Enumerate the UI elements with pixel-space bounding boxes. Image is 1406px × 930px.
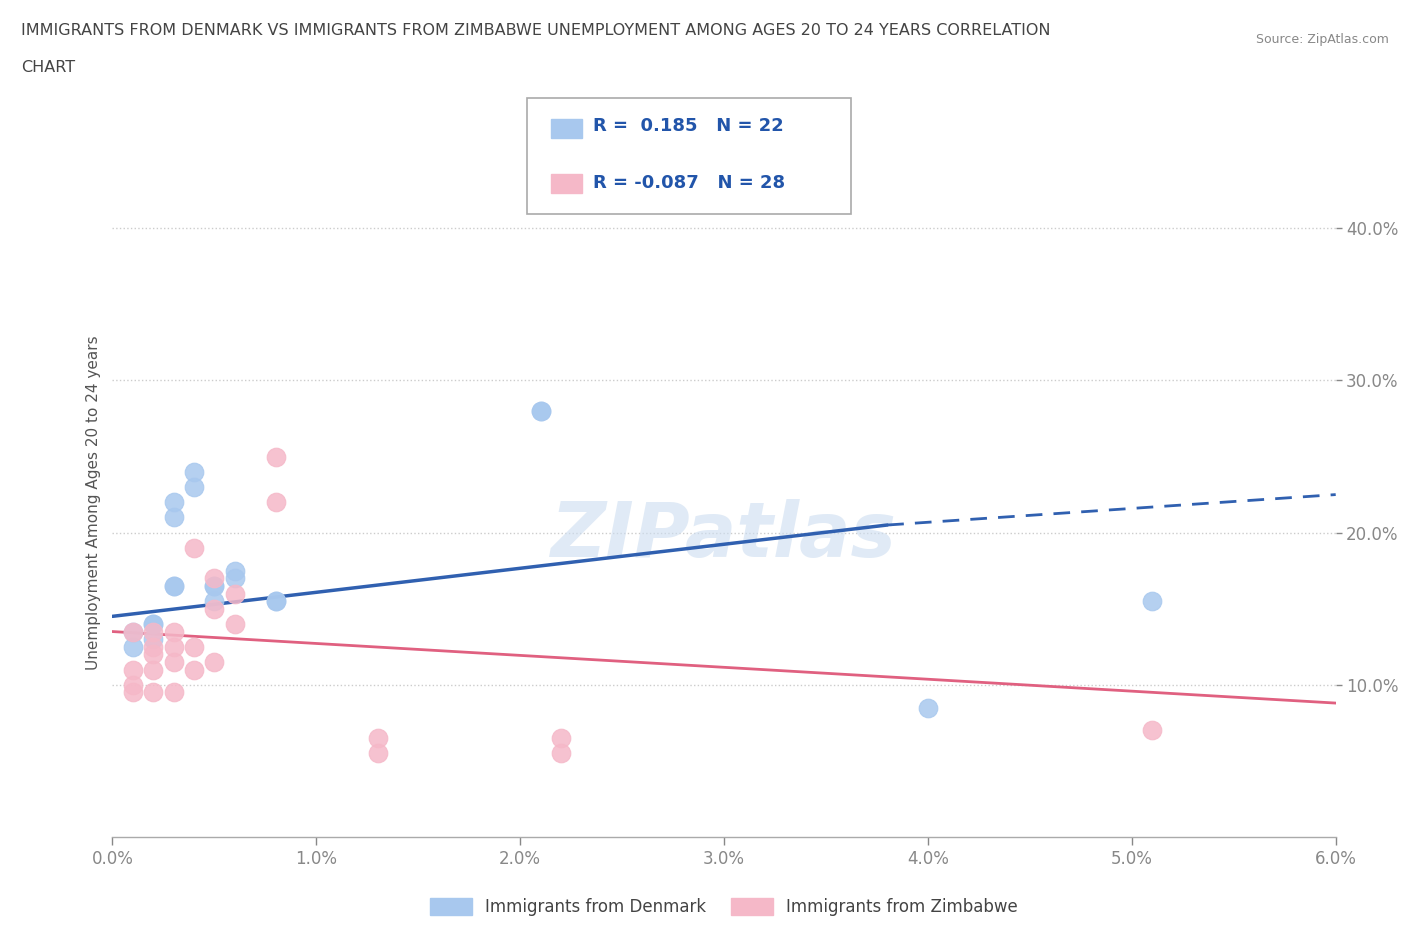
Point	[163, 578, 186, 593]
Point	[142, 631, 165, 646]
Point	[183, 540, 205, 555]
Point	[224, 571, 246, 586]
Point	[204, 655, 226, 670]
Point	[367, 746, 389, 761]
Point	[142, 647, 165, 662]
Text: IMMIGRANTS FROM DENMARK VS IMMIGRANTS FROM ZIMBABWE UNEMPLOYMENT AMONG AGES 20 T: IMMIGRANTS FROM DENMARK VS IMMIGRANTS FR…	[21, 23, 1050, 38]
Point	[142, 662, 165, 677]
Y-axis label: Unemployment Among Ages 20 to 24 years: Unemployment Among Ages 20 to 24 years	[86, 335, 101, 670]
Point	[367, 731, 389, 746]
Point	[163, 655, 186, 670]
Text: ZIPatlas: ZIPatlas	[551, 498, 897, 573]
Point	[224, 564, 246, 578]
Point	[264, 449, 287, 464]
Point	[183, 480, 205, 495]
Point	[122, 677, 145, 692]
Point	[142, 624, 165, 639]
Text: CHART: CHART	[21, 60, 75, 75]
Point	[163, 510, 186, 525]
Point	[163, 639, 186, 654]
Point	[204, 571, 226, 586]
Point	[224, 617, 246, 631]
Point	[264, 495, 287, 510]
Point	[224, 586, 246, 601]
Point	[530, 404, 553, 418]
Point	[163, 578, 186, 593]
Point	[142, 685, 165, 700]
Text: Source: ZipAtlas.com: Source: ZipAtlas.com	[1256, 33, 1389, 46]
Point	[183, 464, 205, 479]
Point	[122, 685, 145, 700]
Text: R =  0.185   N = 22: R = 0.185 N = 22	[593, 117, 785, 136]
Legend: Immigrants from Denmark, Immigrants from Zimbabwe: Immigrants from Denmark, Immigrants from…	[423, 891, 1025, 923]
Point	[142, 617, 165, 631]
Point	[204, 578, 226, 593]
Point	[163, 495, 186, 510]
Point	[122, 662, 145, 677]
Point	[122, 624, 145, 639]
Text: R = -0.087   N = 28: R = -0.087 N = 28	[593, 174, 786, 193]
Point	[204, 578, 226, 593]
Point	[530, 404, 553, 418]
Point	[122, 624, 145, 639]
Point	[122, 639, 145, 654]
Point	[163, 624, 186, 639]
Point	[264, 593, 287, 608]
Point	[264, 593, 287, 608]
Point	[183, 639, 205, 654]
Point	[1142, 723, 1164, 737]
Point	[1142, 593, 1164, 608]
Point	[142, 639, 165, 654]
Point	[550, 731, 572, 746]
Point	[204, 602, 226, 617]
Point	[550, 746, 572, 761]
Point	[183, 662, 205, 677]
Point	[917, 700, 939, 715]
Point	[142, 617, 165, 631]
Point	[163, 685, 186, 700]
Point	[204, 593, 226, 608]
